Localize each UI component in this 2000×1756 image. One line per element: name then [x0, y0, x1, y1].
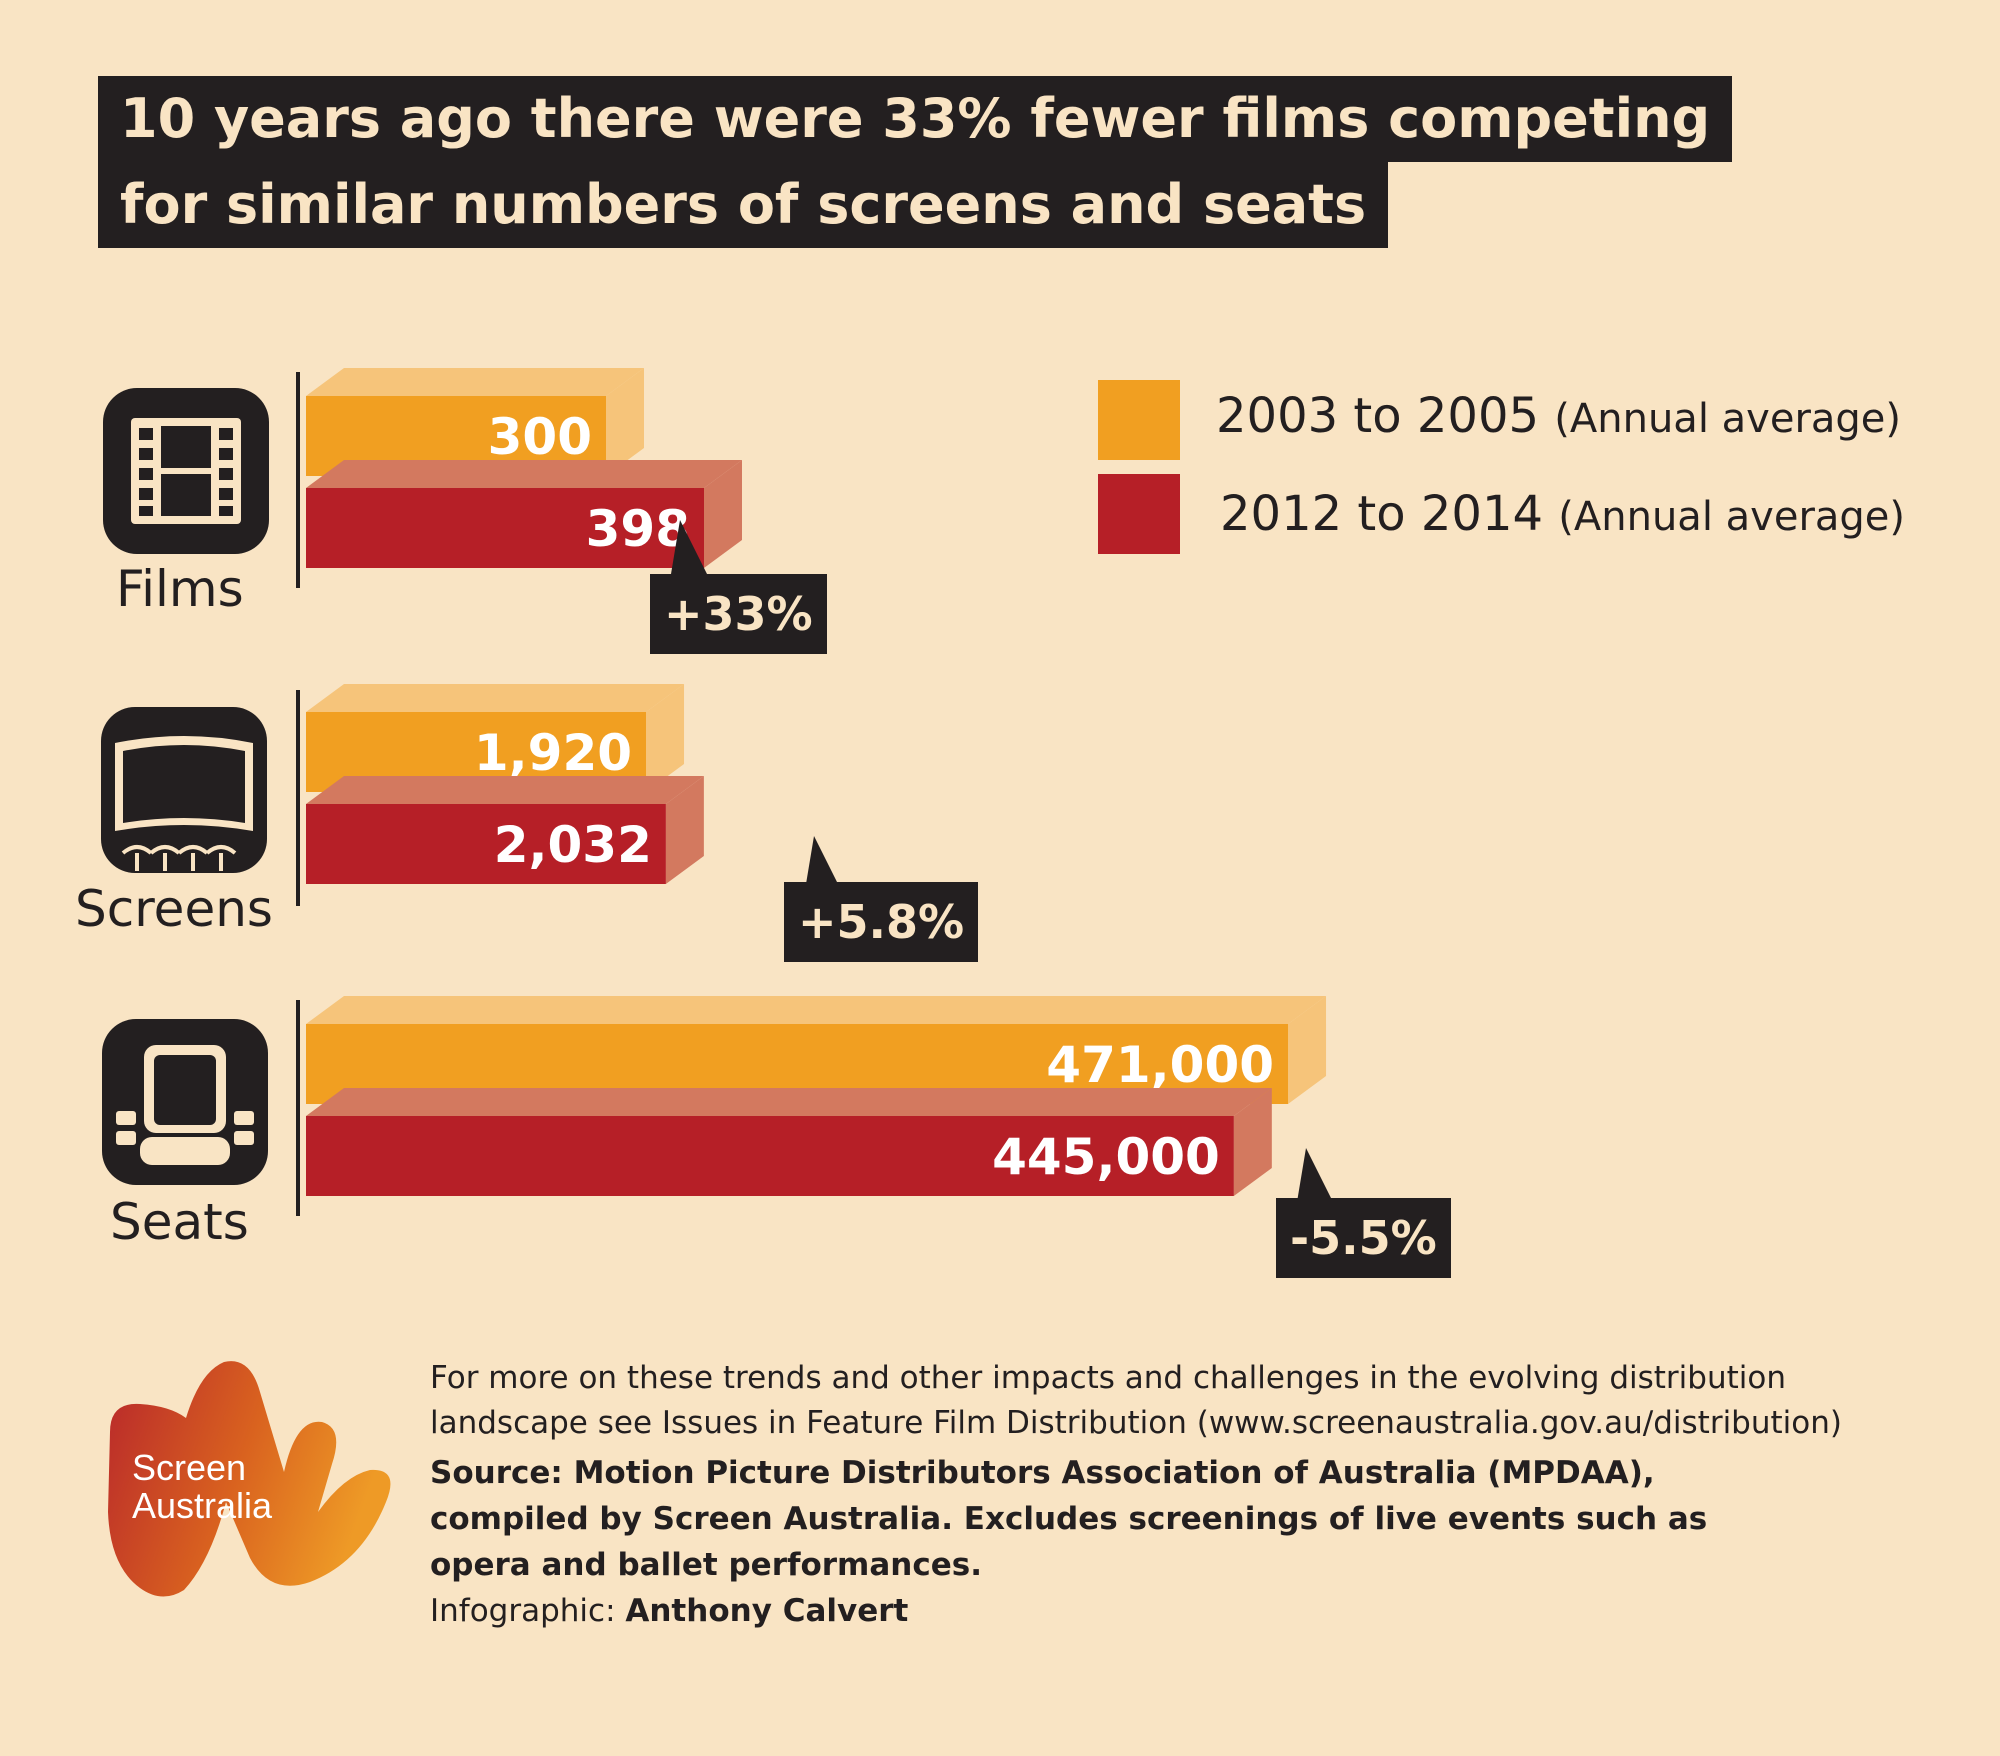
bar-side-films-2003	[606, 368, 644, 476]
title-line-1: 10 years ago there were 33% fewer films …	[98, 76, 1733, 162]
bar-side-seats-2003	[1288, 996, 1327, 1104]
bar-top-screens-2012	[306, 776, 704, 804]
change-badge-films: +33%	[650, 574, 827, 654]
bar-value-films-2012: 398	[586, 500, 690, 558]
legend-swatch-2012	[1098, 474, 1180, 554]
bar-top-seats-2012	[306, 1088, 1272, 1116]
bar-side-screens-2003	[646, 684, 685, 792]
cinema-screen-icon	[101, 707, 267, 873]
bar-value-seats-2003: 471,000	[1046, 1036, 1274, 1094]
source-line-2: compiled by Screen Australia. Excludes s…	[430, 1501, 1708, 1537]
bar-side-screens-2012	[665, 776, 704, 884]
change-badge-seats: -5.5%	[1276, 1198, 1451, 1278]
credit-name: Anthony Calvert	[625, 1593, 909, 1629]
legend-label-2012: 2012 to 2014	[1220, 486, 1544, 542]
bar-value-seats-2012: 445,000	[992, 1128, 1220, 1186]
legend-swatch-2003	[1098, 380, 1180, 460]
row-label-screens: Screens	[75, 880, 273, 938]
logo-text-screen: Screen	[132, 1447, 246, 1488]
bar-top-films-2012	[306, 460, 742, 488]
legend-label-2003: 2003 to 2005	[1216, 388, 1540, 444]
legend-item-2003: 2003 to 2005 (Annual average)	[1216, 388, 1901, 444]
axis-line-films	[296, 372, 300, 588]
footer-note-line-1: For more on these trends and other impac…	[430, 1360, 1786, 1396]
bar-value-films-2003: 300	[488, 408, 592, 466]
row-label-seats: Seats	[110, 1193, 249, 1251]
legend-sub-2012: (Annual average)	[1558, 494, 1905, 540]
bar-screens-2012	[306, 804, 666, 884]
footer-note-line-2: landscape see Issues in Feature Film Dis…	[430, 1405, 1842, 1441]
callout-tail-films	[670, 520, 710, 580]
title-line-2: for similar numbers of screens and seats	[98, 162, 1389, 248]
bar-side-seats-2012	[1233, 1088, 1272, 1196]
bar-value-screens-2012: 2,032	[494, 816, 652, 874]
film-strip-icon	[103, 388, 269, 554]
bar-top-seats-2003	[306, 996, 1327, 1024]
row-label-films: Films	[116, 560, 244, 618]
cinema-seat-icon	[102, 1019, 268, 1185]
callout-tail-screens	[804, 836, 844, 896]
legend-sub-2003: (Annual average)	[1554, 396, 1901, 442]
logo-text-australia: Australia	[132, 1485, 273, 1526]
axis-line-screens	[296, 690, 300, 906]
bar-top-films-2003	[306, 368, 644, 396]
bar-side-films-2012	[704, 460, 742, 568]
source-line-3: opera and ballet performances.	[430, 1547, 982, 1583]
bar-seats-2012	[306, 1116, 1234, 1196]
bar-top-screens-2003	[306, 684, 685, 712]
credit-line: Infographic: Anthony Calvert	[430, 1589, 908, 1634]
callout-tail-seats	[1296, 1148, 1336, 1208]
credit-prefix: Infographic:	[430, 1593, 616, 1629]
bar-value-screens-2003: 1,920	[474, 724, 632, 782]
change-badge-screens: +5.8%	[784, 882, 979, 962]
screen-australia-logo: Screen Australia	[100, 1352, 400, 1606]
source-line-1: Source: Motion Picture Distributors Asso…	[430, 1455, 1655, 1491]
bar-films-2012	[306, 488, 704, 568]
axis-line-seats	[296, 1000, 300, 1216]
legend-item-2012: 2012 to 2014 (Annual average)	[1220, 486, 1905, 542]
